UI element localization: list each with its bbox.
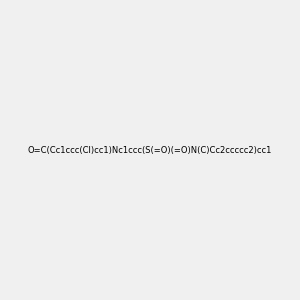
Text: O=C(Cc1ccc(Cl)cc1)Nc1ccc(S(=O)(=O)N(C)Cc2ccccc2)cc1: O=C(Cc1ccc(Cl)cc1)Nc1ccc(S(=O)(=O)N(C)Cc… (28, 146, 272, 154)
